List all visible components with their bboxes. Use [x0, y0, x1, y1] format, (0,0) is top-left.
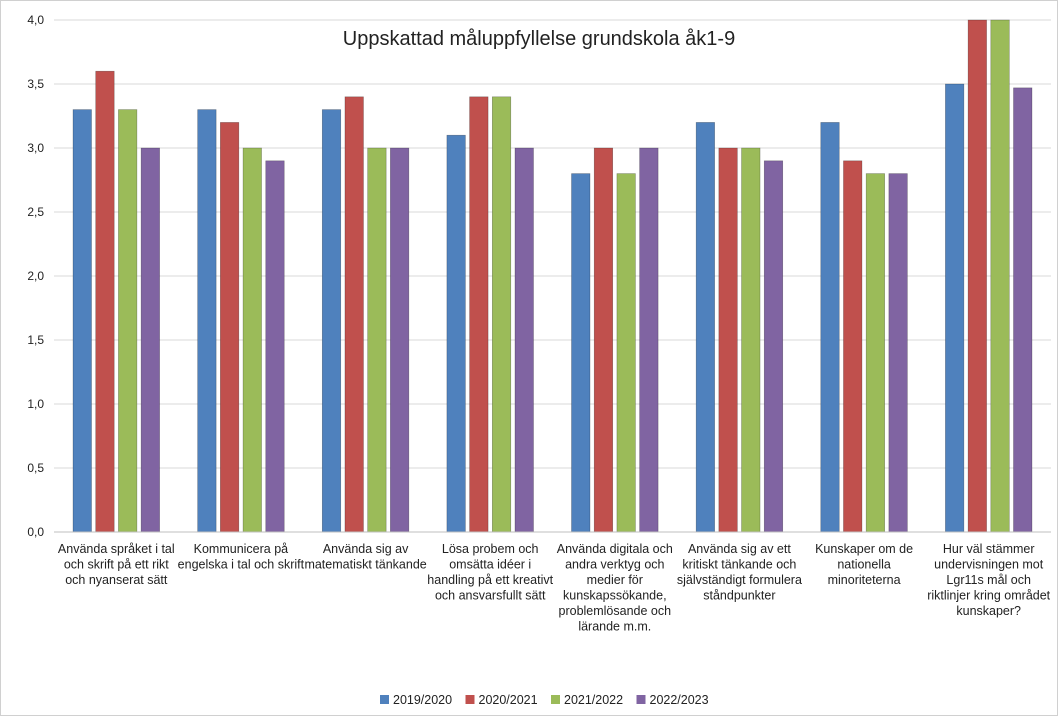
category-label: Lösa probem och omsätta idéer i handling p…: [427, 542, 553, 603]
bar-2019-2020-cat1: [72, 109, 92, 533]
bar-2022-2023-cat1: [140, 147, 160, 533]
category-label-line: kunskaper?: [956, 604, 1021, 618]
bar-2020-2021-cat1: [95, 70, 115, 533]
bar-2021-2022-cat8: [990, 19, 1010, 533]
category-label: Hur väl stämmer undervisningen mot Lgr11s …: [927, 542, 1050, 618]
y-tick-label: 1,5: [27, 333, 44, 347]
bar-2021-2022-cat2: [242, 147, 262, 533]
category-label-line: problemlösande och: [559, 604, 672, 618]
bar-2022-2023-cat7: [888, 173, 908, 533]
category-label-line: Lgr11s mål och: [946, 573, 1031, 587]
bar-2021-2022-cat6: [741, 147, 761, 533]
bar-2022-2023-cat6: [763, 160, 784, 533]
category-label-line: Använda digitala och: [557, 542, 673, 556]
legend-label: 2019/2020: [393, 693, 452, 707]
category-label: Använda sig av ett kritiskt tänkande och s…: [677, 542, 802, 603]
bar-2020-2021-cat8: [967, 19, 987, 533]
bar-2020-2021-cat5: [593, 147, 614, 533]
y-tick-label: 1,0: [27, 397, 44, 411]
category-label: Kunskaper om de nationella minoriteterna: [815, 542, 913, 587]
category-label-line: undervisningen mot: [934, 558, 1044, 572]
category-label: Använda språket i tal och skrift på ett r…: [58, 542, 175, 587]
y-tick-label: 3,5: [27, 77, 44, 91]
bar-2020-2021-cat7: [843, 160, 863, 533]
legend: 2019/2020 2020/2021 2021/2022 2022/2023: [380, 693, 709, 707]
bar-2019-2020-cat8: [945, 83, 965, 533]
bar-2020-2021-cat6: [718, 147, 738, 533]
bar-2021-2022-cat7: [865, 173, 885, 533]
bar-2019-2020-cat3: [321, 109, 342, 533]
category-label-line: omsätta idéer i: [449, 558, 531, 572]
y-tick-label: 0,0: [27, 525, 44, 539]
category-label-line: Använda sig av ett: [688, 542, 791, 556]
bars: [72, 19, 1033, 533]
bar-2019-2020-cat4: [446, 134, 466, 533]
category-label-line: och nyanserat sätt: [65, 573, 168, 587]
bar-2021-2022-cat1: [118, 109, 138, 533]
bar-2020-2021-cat4: [469, 96, 489, 533]
legend-label: 2022/2023: [650, 693, 709, 707]
y-tick-label: 2,0: [27, 269, 44, 283]
category-label-line: självständigt formulera: [677, 573, 802, 587]
y-tick-label: 4,0: [27, 13, 44, 27]
y-tick-label: 0,5: [27, 461, 44, 475]
bar-2019-2020-cat6: [695, 122, 715, 533]
gridlines: [54, 19, 1051, 469]
category-label-line: ståndpunkter: [703, 589, 775, 603]
category-label-line: minoriteterna: [828, 573, 901, 587]
category-label: Använda digitala och andra verktyg och med…: [557, 542, 673, 634]
category-label-line: medier för: [587, 573, 643, 587]
y-tick-label: 2,5: [27, 205, 44, 219]
category-label-line: lärande m.m.: [578, 620, 651, 634]
category-label-line: Kommunicera på: [194, 542, 289, 556]
category-label-line: kunskapssökande,: [563, 589, 667, 603]
bar-2021-2022-cat4: [491, 96, 512, 533]
legend-swatch-2020-2021: [465, 695, 475, 704]
y-tick-label: 3,0: [27, 141, 44, 155]
bar-2022-2023-cat2: [265, 160, 285, 533]
category-label-line: riktlinjer kring området: [927, 589, 1050, 603]
bar-2019-2020-cat2: [197, 109, 217, 533]
bar-2022-2023-cat5: [639, 147, 659, 533]
category-label-line: Använda sig av: [323, 542, 409, 556]
legend-swatch-2021-2022: [551, 695, 560, 704]
legend-label: 2021/2022: [564, 693, 623, 707]
category-label-line: Lösa probem och: [442, 542, 539, 556]
bar-2020-2021-cat2: [220, 122, 240, 533]
category-label-line: Kunskaper om de: [815, 542, 913, 556]
bar-2022-2023-cat8: [1013, 87, 1033, 533]
category-label-line: engelska i tal och skrift: [178, 558, 305, 572]
bar-2019-2020-cat7: [820, 122, 840, 533]
category-label-line: Hur väl stämmer: [943, 542, 1035, 556]
legend-swatch-2019-2020: [380, 695, 389, 704]
legend-label: 2020/2021: [479, 693, 538, 707]
bar-2022-2023-cat4: [514, 147, 534, 533]
category-label-line: kritiskt tänkande och: [682, 558, 796, 572]
bar-2021-2022-cat5: [616, 173, 636, 533]
category-label: Kommunicera på engelska i tal och skrift: [178, 542, 305, 572]
category-label-line: nationella: [837, 558, 891, 572]
category-label-line: och ansvarsfullt sätt: [435, 589, 546, 603]
bar-2021-2022-cat3: [367, 147, 387, 533]
bar-2020-2021-cat3: [344, 96, 364, 533]
chart-title: Uppskattad måluppfyllelse grundskola åk1…: [343, 28, 735, 50]
category-label-line: och skrift på ett rikt: [64, 558, 169, 572]
legend-swatch-2022-2023: [636, 695, 646, 704]
category-label-line: handling på ett kreativt: [427, 573, 553, 587]
bar-2019-2020-cat5: [571, 173, 591, 533]
category-label-line: andra verktyg och: [565, 558, 664, 572]
category-label: Använda sig av matematiskt tänkande: [304, 542, 426, 572]
category-label-line: Använda språket i tal: [58, 542, 175, 556]
bar-2022-2023-cat3: [390, 147, 410, 533]
category-label-line: matematiskt tänkande: [304, 558, 426, 572]
y-axis-ticks: 0,0 0,5 1,0 1,5 2,0 2,5 3,0 3,5 4,0: [27, 13, 44, 539]
category-labels: Använda språket i tal och skrift på ett r…: [58, 542, 1051, 634]
